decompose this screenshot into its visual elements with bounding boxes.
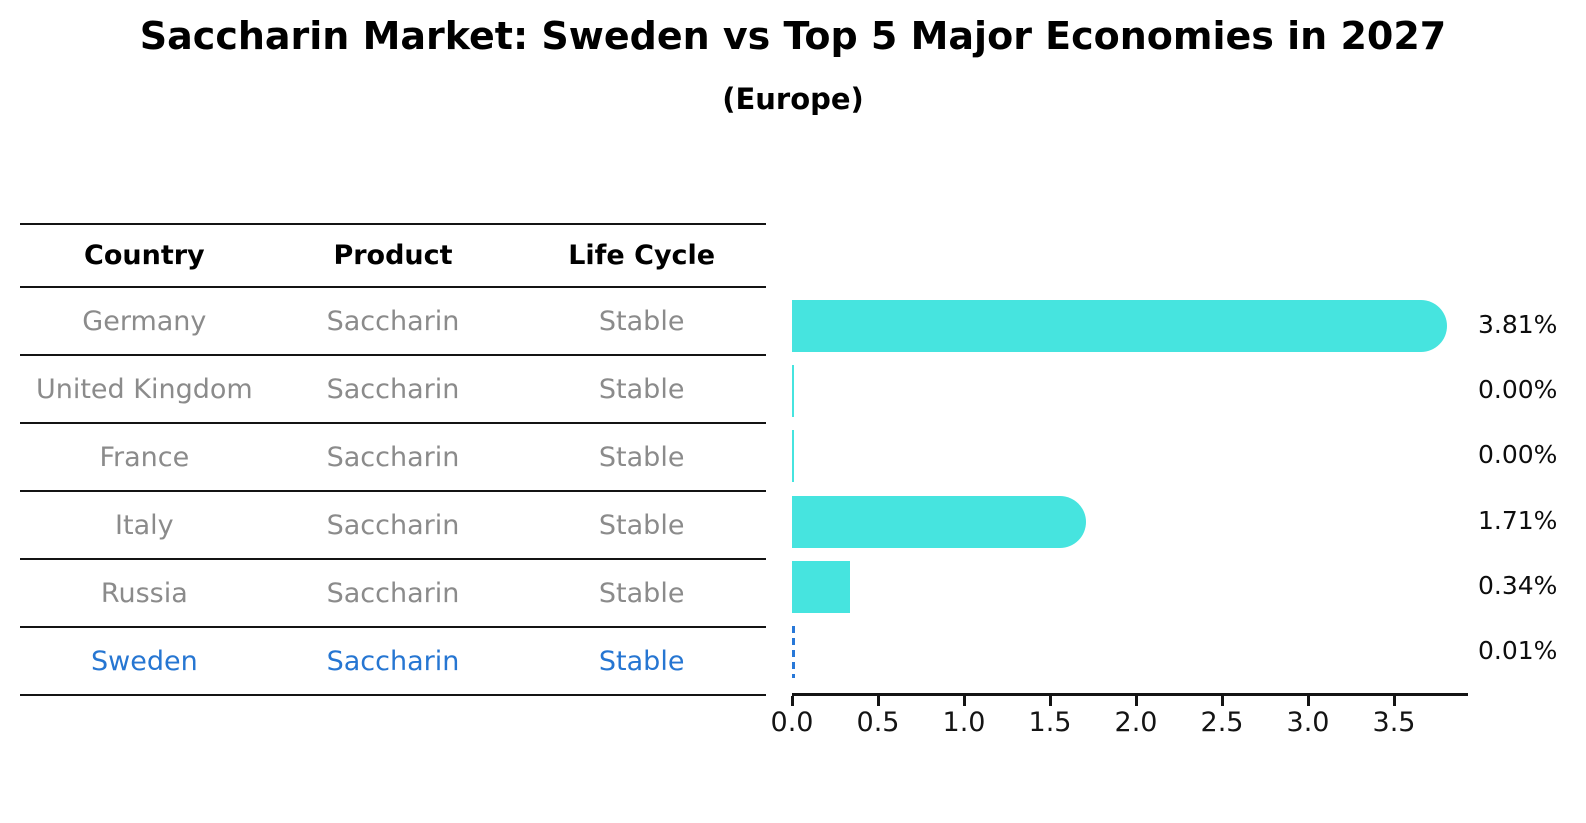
product-cell: Saccharin: [326, 441, 460, 473]
chart-title: Saccharin Market: Sweden vs Top 5 Major …: [139, 14, 1447, 58]
x-axis-tick: [877, 696, 880, 706]
bar-sweden: [792, 626, 795, 678]
column-header-product: Product: [333, 240, 453, 271]
country-cell: Sweden: [90, 645, 198, 677]
x-axis-tick-label: 1.0: [942, 707, 986, 738]
x-axis-tick-label: 1.5: [1028, 707, 1072, 738]
product-cell: Saccharin: [326, 509, 460, 541]
column-header-country: Country: [84, 240, 205, 271]
country-cell: France: [99, 441, 190, 473]
chart-subtitle: (Europe): [722, 82, 864, 116]
bar-russia: [792, 561, 850, 613]
x-axis-tick-label: 2.0: [1114, 707, 1158, 738]
table-row: France Saccharin Stable: [20, 422, 766, 490]
product-cell: Saccharin: [326, 373, 460, 405]
bar-united-kingdom: [792, 365, 794, 417]
x-axis-tick-label: 2.5: [1200, 707, 1244, 738]
x-axis-tick-label: 0.0: [770, 707, 814, 738]
value-label: 0.00%: [1478, 440, 1558, 469]
country-cell: Russia: [100, 577, 188, 609]
table-row: Russia Saccharin Stable: [20, 558, 766, 626]
x-axis-tick: [1221, 696, 1224, 706]
x-axis-tick: [791, 696, 794, 706]
table-header-row: Country Product Life Cycle: [20, 223, 766, 286]
value-label: 1.71%: [1478, 506, 1558, 535]
life-cycle-cell: Stable: [598, 509, 685, 541]
life-cycle-cell: Stable: [598, 441, 685, 473]
life-cycle-cell: Stable: [598, 577, 685, 609]
x-axis-tick-label: 3.5: [1372, 707, 1416, 738]
life-cycle-cell: Stable: [598, 645, 685, 677]
life-cycle-cell: Stable: [598, 305, 685, 337]
x-axis-tick: [1135, 696, 1138, 706]
country-cell: United Kingdom: [35, 373, 253, 405]
x-axis-tick: [1307, 696, 1310, 706]
x-axis-line: [792, 693, 1468, 696]
value-label: 3.81%: [1478, 310, 1558, 339]
product-cell: Saccharin: [326, 645, 460, 677]
table-row-sweden-highlighted: Sweden Saccharin Stable: [20, 626, 766, 694]
x-axis-tick-label: 0.5: [856, 707, 900, 738]
product-cell: Saccharin: [326, 577, 460, 609]
x-axis-tick: [1393, 696, 1396, 706]
value-label: 0.00%: [1478, 375, 1558, 404]
bar-france: [792, 430, 794, 482]
value-label: 0.01%: [1478, 636, 1558, 665]
country-cell: Germany: [82, 305, 207, 337]
bar-germany: [792, 300, 1447, 352]
country-cell: Italy: [115, 509, 174, 541]
column-header-life-cycle: Life Cycle: [568, 240, 716, 271]
x-axis-tick: [963, 696, 966, 706]
x-axis-tick-label: 3.0: [1286, 707, 1330, 738]
table-row: Germany Saccharin Stable: [20, 286, 766, 354]
bar-italy: [792, 496, 1086, 548]
product-cell: Saccharin: [326, 305, 460, 337]
life-cycle-cell: Stable: [598, 373, 685, 405]
value-label: 0.34%: [1478, 571, 1558, 600]
country-table: Country Product Life Cycle Germany Sacch…: [20, 223, 766, 696]
x-axis-tick: [1049, 696, 1052, 706]
table-row: Italy Saccharin Stable: [20, 490, 766, 558]
table-row: United Kingdom Saccharin Stable: [20, 354, 766, 422]
